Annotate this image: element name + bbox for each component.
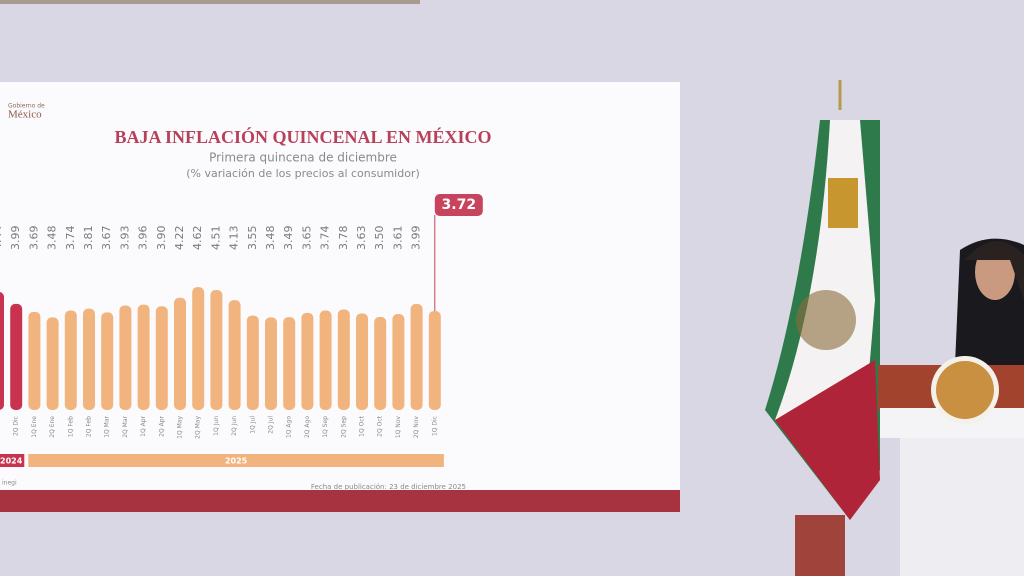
x-tick-label: 2Q Nov [413, 416, 420, 439]
year-band [0, 454, 25, 467]
value-label: 3.49 [282, 226, 295, 251]
value-label: 3.99 [410, 226, 423, 251]
value-label: 3.74 [319, 226, 332, 251]
bar [301, 312, 314, 410]
ceiling-strip [0, 0, 420, 4]
bar [337, 309, 350, 410]
value-label: 3.74 [64, 226, 77, 251]
x-tick-label: 1Q Oct [359, 415, 366, 436]
bar [0, 291, 4, 410]
bar [119, 305, 132, 410]
value-label: 3.67 [100, 226, 113, 251]
x-tick-label: 2Q May [195, 416, 202, 439]
logo-line2: México [8, 109, 42, 121]
value-label: 3.78 [337, 226, 350, 251]
value-label: 3.65 [300, 226, 313, 251]
x-tick-label: 1Q Jul [249, 416, 256, 434]
value-label: 3.48 [46, 226, 59, 251]
bar [283, 317, 296, 410]
bar [64, 310, 77, 410]
value-label: 3.61 [391, 226, 404, 251]
value-label: 3.90 [155, 226, 168, 251]
x-tick-label: 2Q Mar [122, 415, 129, 437]
x-tick-label: 1Q Dic [431, 416, 438, 436]
x-tick-label: 2Q Jun [231, 416, 238, 436]
bar [410, 303, 423, 410]
x-tick-label: 1Q May [177, 416, 184, 439]
x-tick-label: 2Q Jul [268, 416, 275, 434]
x-tick-label: 1Q Mar [104, 415, 111, 437]
value-label: 3.81 [82, 226, 95, 251]
bar [28, 311, 41, 410]
publication-date: Fecha de publicación: 23 de diciembre 20… [311, 483, 466, 491]
year-label: 2024 [0, 457, 23, 466]
chart: 4.44 2Q Dic 3.99 1Q Ene 3.69 2Q Ene 3.48 1Q Feb… [0, 194, 483, 467]
x-tick-label: 1Q Sep [322, 416, 329, 438]
highlight-box [434, 194, 483, 216]
value-label: 3.93 [118, 226, 131, 251]
x-tick-label: 2Q Oct [377, 415, 384, 436]
bar [10, 303, 23, 410]
x-tick-label: 2Q Dic [13, 416, 20, 436]
bar [46, 317, 59, 410]
bar [192, 287, 205, 410]
value-label: 3.55 [246, 226, 259, 251]
bar [174, 297, 186, 410]
bar [137, 304, 150, 410]
value-label: 4.62 [191, 226, 204, 251]
year-band [28, 454, 444, 467]
bar [428, 311, 441, 410]
value-label: 3.50 [373, 226, 386, 251]
bar [356, 313, 368, 410]
bar [246, 315, 259, 410]
x-tick-label: 1Q Feb [67, 416, 74, 437]
stand [795, 515, 845, 576]
x-tick-label: 2Q Feb [86, 416, 93, 437]
x-tick-label: 1Q Ene [31, 416, 38, 438]
x-tick-label: 2Q Ago [304, 416, 311, 438]
bar [319, 310, 332, 410]
x-tick-label: 2Q Sep [340, 416, 347, 438]
bar [210, 290, 223, 410]
flag [765, 80, 880, 520]
bar [155, 306, 168, 410]
value-label: 4.51 [209, 226, 222, 251]
x-tick-label: 1Q Jun [213, 416, 220, 436]
podium [878, 238, 1024, 576]
x-tick-label: 1Q Apr [140, 415, 147, 436]
source: inegi [2, 480, 17, 487]
x-tick-label: 2Q Ene [49, 416, 56, 438]
x-tick-label: 1Q Ago [286, 416, 293, 438]
value-label: 3.99 [9, 226, 22, 251]
y-label: (% variación de los precios al consumido… [186, 167, 420, 180]
value-label: 3.69 [27, 226, 40, 251]
bar [374, 316, 387, 410]
bar [83, 308, 95, 410]
value-label: 3.48 [264, 226, 277, 251]
x-tick-label: 1Q Nov [395, 416, 402, 439]
screen [0, 82, 680, 512]
x-tick-label: 2Q Apr [158, 415, 165, 436]
chart-title: BAJA INFLACIÓN QUINCENAL EN MÉXICO [114, 126, 491, 147]
chart-subtitle: Primera quincena de diciembre [209, 151, 397, 165]
bar [228, 300, 241, 410]
bar [265, 317, 277, 410]
value-label: 3.63 [355, 226, 368, 251]
year-label: 2025 [225, 457, 248, 466]
value-label: 4.44 [0, 226, 4, 251]
logo-line1: Gobierno de [8, 103, 45, 110]
bar [101, 312, 114, 410]
value-label: 3.72 [442, 197, 477, 213]
screen-footer-band [0, 490, 680, 512]
value-label: 4.13 [228, 226, 241, 251]
value-label: 4.22 [173, 226, 186, 251]
bar [392, 313, 405, 410]
value-label: 3.96 [137, 226, 150, 251]
